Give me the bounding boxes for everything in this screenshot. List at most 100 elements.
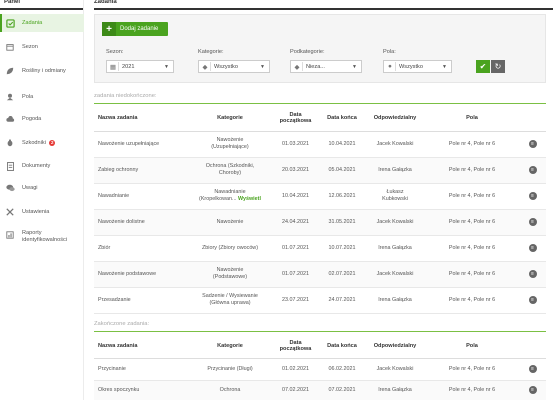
task-name: Przesadzanie [94, 287, 188, 314]
more-options-icon[interactable]: ≡ [528, 386, 537, 394]
sidebar-item-label: Pogoda [22, 116, 42, 122]
more-options-icon[interactable]: ≡ [528, 270, 537, 278]
sidebar-item-season[interactable]: Sezon [0, 38, 84, 56]
task-end-date: 07.02.2021 [319, 380, 365, 400]
season-value: 2021 [122, 63, 135, 70]
reset-filters-button[interactable]: ↻ [491, 60, 505, 73]
task-start-date: 01.02.2021 [272, 358, 319, 381]
task-start-date: 20.03.2021 [272, 157, 319, 184]
chevron-down-icon: ▼ [352, 64, 357, 70]
table-row[interactable]: Nawadnianie Nawadnianie (Kropelkowan... W… [94, 183, 546, 210]
task-responsible: Irena Gałązka [365, 380, 425, 400]
sidebar-item-documents[interactable]: Dokumenty [0, 157, 84, 175]
sidebar-item-pests[interactable]: Szkodniki 2 [0, 134, 84, 152]
sidebar-item-plants[interactable]: Rośliny i odmiany [0, 62, 84, 80]
col-header[interactable]: Odpowiedzialny [365, 334, 425, 359]
task-fields: Pole nr 4, Pole nr 6 [425, 131, 519, 158]
table-row[interactable]: Nawożenie dolistne Nawożenie 24.04.2021 … [94, 209, 546, 236]
task-fields: Pole nr 4, Pole nr 6 [425, 380, 519, 400]
task-start-date: 01.07.2021 [272, 261, 319, 288]
task-end-date: 02.07.2021 [319, 261, 365, 288]
sidebar-item-fields[interactable]: Pola [0, 88, 84, 106]
plus-icon: + [102, 22, 116, 36]
table-row[interactable]: Przesadzanie Sadzenie / Wysiewanie (Główn… [94, 287, 546, 314]
task-end-date: 31.05.2021 [319, 209, 365, 236]
task-fields: Pole nr 4, Pole nr 6 [425, 157, 519, 184]
sidebar-item-label: Rośliny i odmiany [22, 68, 66, 74]
col-header[interactable]: Data końca [319, 106, 365, 132]
col-header[interactable]: Nazwa zadania [94, 334, 188, 359]
main-content: Zadania + Dodaj zadanie Sezon: ▦ 2021 ▼ … [94, 0, 553, 400]
season-label: Sezon: [106, 49, 124, 55]
subcategory-label: Podkategorie: [290, 49, 325, 55]
task-name: Zbiór [94, 235, 188, 262]
add-task-button[interactable]: + Dodaj zadanie [102, 22, 168, 36]
task-responsible: Jacek Kowalski [365, 131, 425, 158]
report-icon [5, 230, 15, 240]
table-row[interactable]: Zabieg ochronny Ochrona (Szkodniki, Choro… [94, 157, 546, 184]
calendar-icon [5, 42, 15, 52]
table-row[interactable]: Okres spoczynku Ochrona 07.02.2021 07.02… [94, 380, 546, 400]
task-fields: Pole nr 4, Pole nr 6 [425, 261, 519, 288]
col-header[interactable]: Kategorie [188, 106, 272, 132]
task-category: Nawożenie [188, 209, 272, 236]
more-options-icon[interactable]: ≡ [528, 218, 537, 226]
season-select[interactable]: ▦ 2021 ▼ [106, 60, 174, 73]
task-end-date: 06.02.2021 [319, 358, 365, 381]
sidebar-item-label: Uwagi [22, 185, 38, 191]
tag-icon: ◆ [202, 62, 211, 71]
show-more-link[interactable]: Wyświetl [237, 196, 261, 202]
table-row[interactable]: Zbiór Zbiory (Zbiory owoców) 01.07.2021 … [94, 235, 546, 262]
sidebar-item-notes[interactable]: Uwagi [0, 179, 84, 197]
chevron-down-icon: ▼ [442, 64, 447, 70]
table-row[interactable]: Przycinanie Przycinanie (Długi) 01.02.20… [94, 358, 546, 381]
more-options-icon[interactable]: ≡ [528, 296, 537, 304]
task-start-date: 07.02.2021 [272, 380, 319, 400]
col-header[interactable]: Pola [425, 106, 519, 132]
task-start-date: 01.07.2021 [272, 235, 319, 262]
table-row[interactable]: Nawożenie uzupełniające Nawożenie (Uzupeł… [94, 131, 546, 158]
sidebar-item-tasks[interactable]: Zadania [0, 14, 84, 32]
tools-icon [5, 207, 15, 217]
subcategory-select[interactable]: ◆ Nieza... ▼ [290, 60, 362, 73]
sidebar-header: Panel [0, 0, 83, 10]
more-options-icon[interactable]: ≡ [528, 244, 537, 252]
task-end-date: 12.06.2021 [319, 183, 365, 210]
cloud-icon [5, 114, 15, 124]
more-options-icon[interactable]: ≡ [528, 192, 537, 200]
sidebar-item-weather[interactable]: Pogoda [0, 110, 84, 128]
divider [94, 103, 546, 104]
tasks-icon [5, 18, 15, 28]
sidebar-item-label: Raporty identyfikowalności [22, 230, 68, 243]
col-header[interactable]: Pola [425, 334, 519, 359]
task-responsible: Łukasz Kubkowski [365, 183, 425, 210]
category-select[interactable]: ◆ Wszystko ▼ [198, 60, 270, 73]
category-value: Wszystko [214, 63, 238, 70]
task-start-date: 01.03.2021 [272, 131, 319, 158]
col-header[interactable]: Nazwa zadania [94, 106, 188, 132]
task-responsible: Jacek Kowalski [365, 358, 425, 381]
task-responsible: Jacek Kowalski [365, 209, 425, 236]
col-header[interactable]: Kategorie [188, 334, 272, 359]
task-category: Nawadnianie (Kropelkowan... Wyświetl [188, 183, 272, 210]
col-header[interactable]: Data końca [319, 334, 365, 359]
more-options-icon[interactable]: ≡ [528, 140, 537, 148]
more-options-icon[interactable]: ≡ [528, 166, 537, 174]
finished-tasks-table: Nazwa zadania Kategorie Data początkowa … [94, 334, 546, 400]
sidebar-item-label: Zadania [22, 20, 43, 26]
sidebar-item-settings[interactable]: Ustawienia [0, 203, 84, 221]
task-fields: Pole nr 4, Pole nr 6 [425, 358, 519, 381]
task-name: Nawożenie dolistne [94, 209, 188, 236]
col-header[interactable]: Data początkowa [272, 334, 319, 359]
more-options-icon[interactable]: ≡ [528, 365, 537, 373]
col-header[interactable]: Data początkowa [272, 106, 319, 132]
task-start-date: 23.07.2021 [272, 287, 319, 314]
apply-filters-button[interactable]: ✔ [476, 60, 490, 73]
table-row[interactable]: Nawożenie podstawowe Nawożenie (Podstawow… [94, 261, 546, 288]
col-header[interactable]: Odpowiedzialny [365, 106, 425, 132]
task-category: Zbiory (Zbiory owoców) [188, 235, 272, 262]
field-select[interactable]: ● Wszystko ▼ [383, 60, 452, 73]
task-fields: Pole nr 4, Pole nr 6 [425, 235, 519, 262]
task-start-date: 24.04.2021 [272, 209, 319, 236]
sidebar-item-reports[interactable]: Raporty identyfikowalności [0, 227, 84, 249]
